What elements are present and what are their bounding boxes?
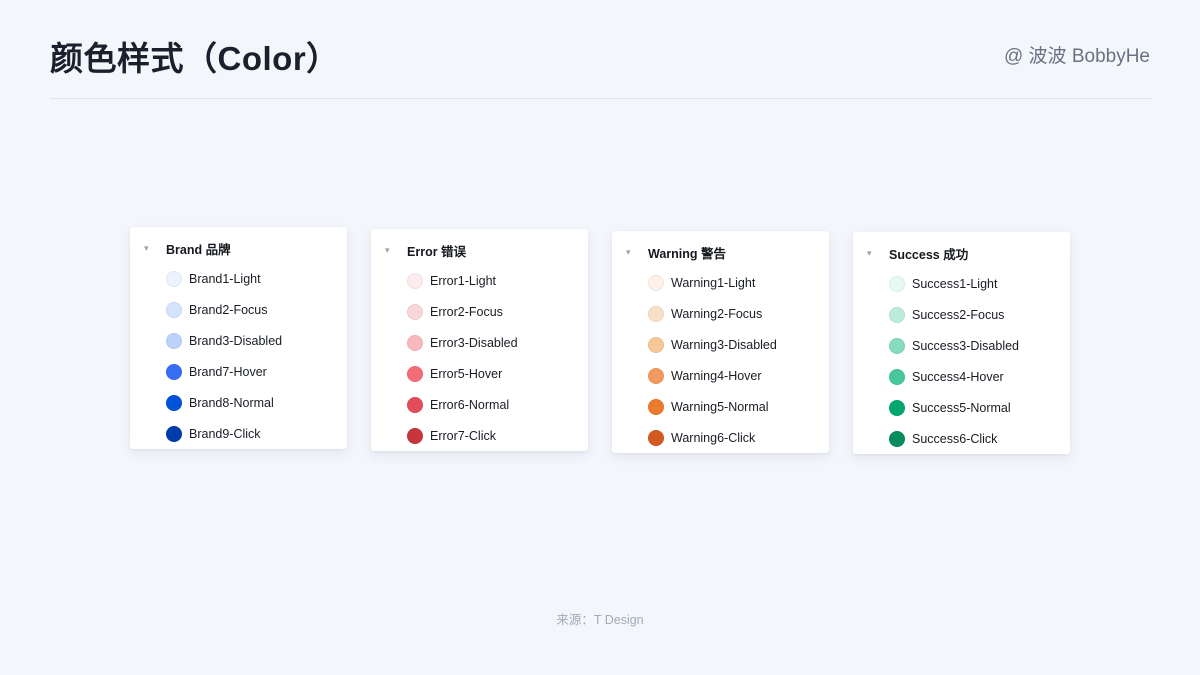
color-swatch-label: Error7-Click [430, 428, 496, 443]
swatch-list: Success1-Light Success2-Focus Success3-D… [853, 268, 1070, 454]
color-swatch-label: Brand1-Light [189, 271, 261, 286]
color-swatch-row: Success5-Normal [853, 392, 1070, 423]
color-swatch-row: Warning2-Focus [612, 298, 829, 329]
color-swatch-label: Error6-Normal [430, 397, 510, 412]
color-swatch-label: Brand7-Hover [189, 364, 267, 379]
color-swatch-label: Brand8-Normal [189, 395, 274, 410]
color-swatch [889, 306, 905, 323]
color-swatch-label: Success1-Light [912, 276, 998, 291]
color-swatch-row: Brand3-Disabled [130, 325, 347, 356]
color-swatch [166, 363, 182, 380]
color-swatch-row: Warning1-Light [612, 267, 829, 298]
color-swatch [166, 394, 182, 411]
color-swatch [166, 270, 182, 287]
group-title: Brand 品牌 [166, 242, 231, 257]
color-swatch-row: Warning5-Normal [612, 391, 829, 422]
color-swatch [166, 301, 182, 318]
color-swatch-row: Success6-Click [853, 423, 1070, 454]
color-swatch-row: Success4-Hover [853, 361, 1070, 392]
color-swatch-label: Brand9-Click [189, 426, 261, 441]
source-note: 来源：T Design [556, 613, 644, 627]
color-swatch-label: Success3-Disabled [912, 338, 1019, 353]
chevron-down-icon[interactable]: ▾ [626, 246, 631, 257]
swatch-list: Error1-Light Error2-Focus Error3-Disable… [371, 265, 588, 451]
color-swatch-label: Error3-Disabled [430, 335, 518, 350]
group-title: Success 成功 [889, 247, 969, 262]
color-swatch [889, 430, 905, 447]
color-swatch-label: Success5-Normal [912, 400, 1011, 415]
color-swatch [648, 429, 664, 446]
color-swatch-label: Warning4-Hover [671, 368, 762, 383]
page-title: 颜色样式（Color） [50, 40, 340, 77]
color-swatch [648, 305, 664, 322]
color-swatch-label: Success4-Hover [912, 369, 1004, 384]
color-swatch [166, 332, 182, 349]
color-swatch [407, 303, 423, 320]
color-swatch-row: Brand7-Hover [130, 356, 347, 387]
color-swatch-row: Brand1-Light [130, 263, 347, 294]
color-swatch [889, 368, 905, 385]
color-swatch-row: Warning6-Click [612, 422, 829, 453]
color-swatch-row: Error7-Click [371, 420, 588, 451]
color-swatch-row: Error5-Hover [371, 358, 588, 389]
color-swatch-row: Success3-Disabled [853, 330, 1070, 361]
color-swatch [648, 336, 664, 353]
color-swatch-row: Error6-Normal [371, 389, 588, 420]
color-swatch-row: Error2-Focus [371, 296, 588, 327]
color-swatch [166, 425, 182, 442]
color-swatch-label: Error1-Light [430, 273, 496, 288]
group-title: Warning 警告 [648, 246, 727, 261]
color-group-header: ▾ Error 错误 [371, 237, 588, 263]
color-swatch-row: Success2-Focus [853, 299, 1070, 330]
chevron-down-icon[interactable]: ▾ [144, 242, 149, 253]
color-swatch-label: Warning6-Click [671, 430, 756, 445]
group-title: Error 错误 [407, 244, 467, 259]
color-group-header: ▾ Success 成功 [853, 240, 1070, 266]
color-swatch [889, 337, 905, 354]
color-swatch-label: Success6-Click [912, 431, 998, 446]
color-swatch-row: Brand8-Normal [130, 387, 347, 418]
color-swatch-label: Error2-Focus [430, 304, 503, 319]
color-swatch-label: Brand3-Disabled [189, 333, 283, 348]
color-group-header: ▾ Brand 品牌 [130, 235, 347, 261]
color-swatch-row: Error1-Light [371, 265, 588, 296]
color-swatch [889, 275, 905, 292]
color-group-card: ▾ Warning 警告 Warning1-Light Warning2-Foc… [612, 231, 829, 453]
color-swatch-label: Brand2-Focus [189, 302, 268, 317]
color-group-card: ▾ Brand 品牌 Brand1-Light Brand2-Focus Bra… [130, 227, 347, 449]
color-swatch-row: Brand2-Focus [130, 294, 347, 325]
color-swatch-label: Warning1-Light [671, 275, 756, 290]
author-handle: @ 波波 BobbyHe [1003, 46, 1150, 67]
palette-cards: ▾ Brand 品牌 Brand1-Light Brand2-Focus Bra… [130, 227, 1070, 454]
color-swatch [407, 272, 423, 289]
color-swatch-row: Brand9-Click [130, 418, 347, 449]
color-swatch [407, 365, 423, 382]
color-swatch-label: Warning5-Normal [671, 399, 769, 414]
color-swatch-row: Warning3-Disabled [612, 329, 829, 360]
color-swatch-label: Success2-Focus [912, 307, 1005, 322]
color-swatch-row: Success1-Light [853, 268, 1070, 299]
color-swatch-row: Error3-Disabled [371, 327, 588, 358]
color-swatch [648, 398, 664, 415]
color-swatch-label: Warning2-Focus [671, 306, 763, 321]
color-swatch-label: Warning3-Disabled [671, 337, 777, 352]
swatch-list: Warning1-Light Warning2-Focus Warning3-D… [612, 267, 829, 453]
color-swatch [648, 274, 664, 291]
color-swatch [889, 399, 905, 416]
color-swatch-row: Warning4-Hover [612, 360, 829, 391]
color-swatch-label: Error5-Hover [430, 366, 503, 381]
color-group-header: ▾ Warning 警告 [612, 239, 829, 265]
chevron-down-icon[interactable]: ▾ [385, 244, 390, 255]
color-swatch [648, 367, 664, 384]
header-divider [50, 98, 1152, 99]
swatch-list: Brand1-Light Brand2-Focus Brand3-Disable… [130, 263, 347, 449]
color-swatch [407, 427, 423, 444]
color-swatch [407, 396, 423, 413]
color-group-card: ▾ Error 错误 Error1-Light Error2-Focus Err… [371, 229, 588, 451]
color-group-card: ▾ Success 成功 Success1-Light Success2-Foc… [853, 232, 1070, 454]
chevron-down-icon[interactable]: ▾ [867, 247, 872, 258]
color-swatch [407, 334, 423, 351]
